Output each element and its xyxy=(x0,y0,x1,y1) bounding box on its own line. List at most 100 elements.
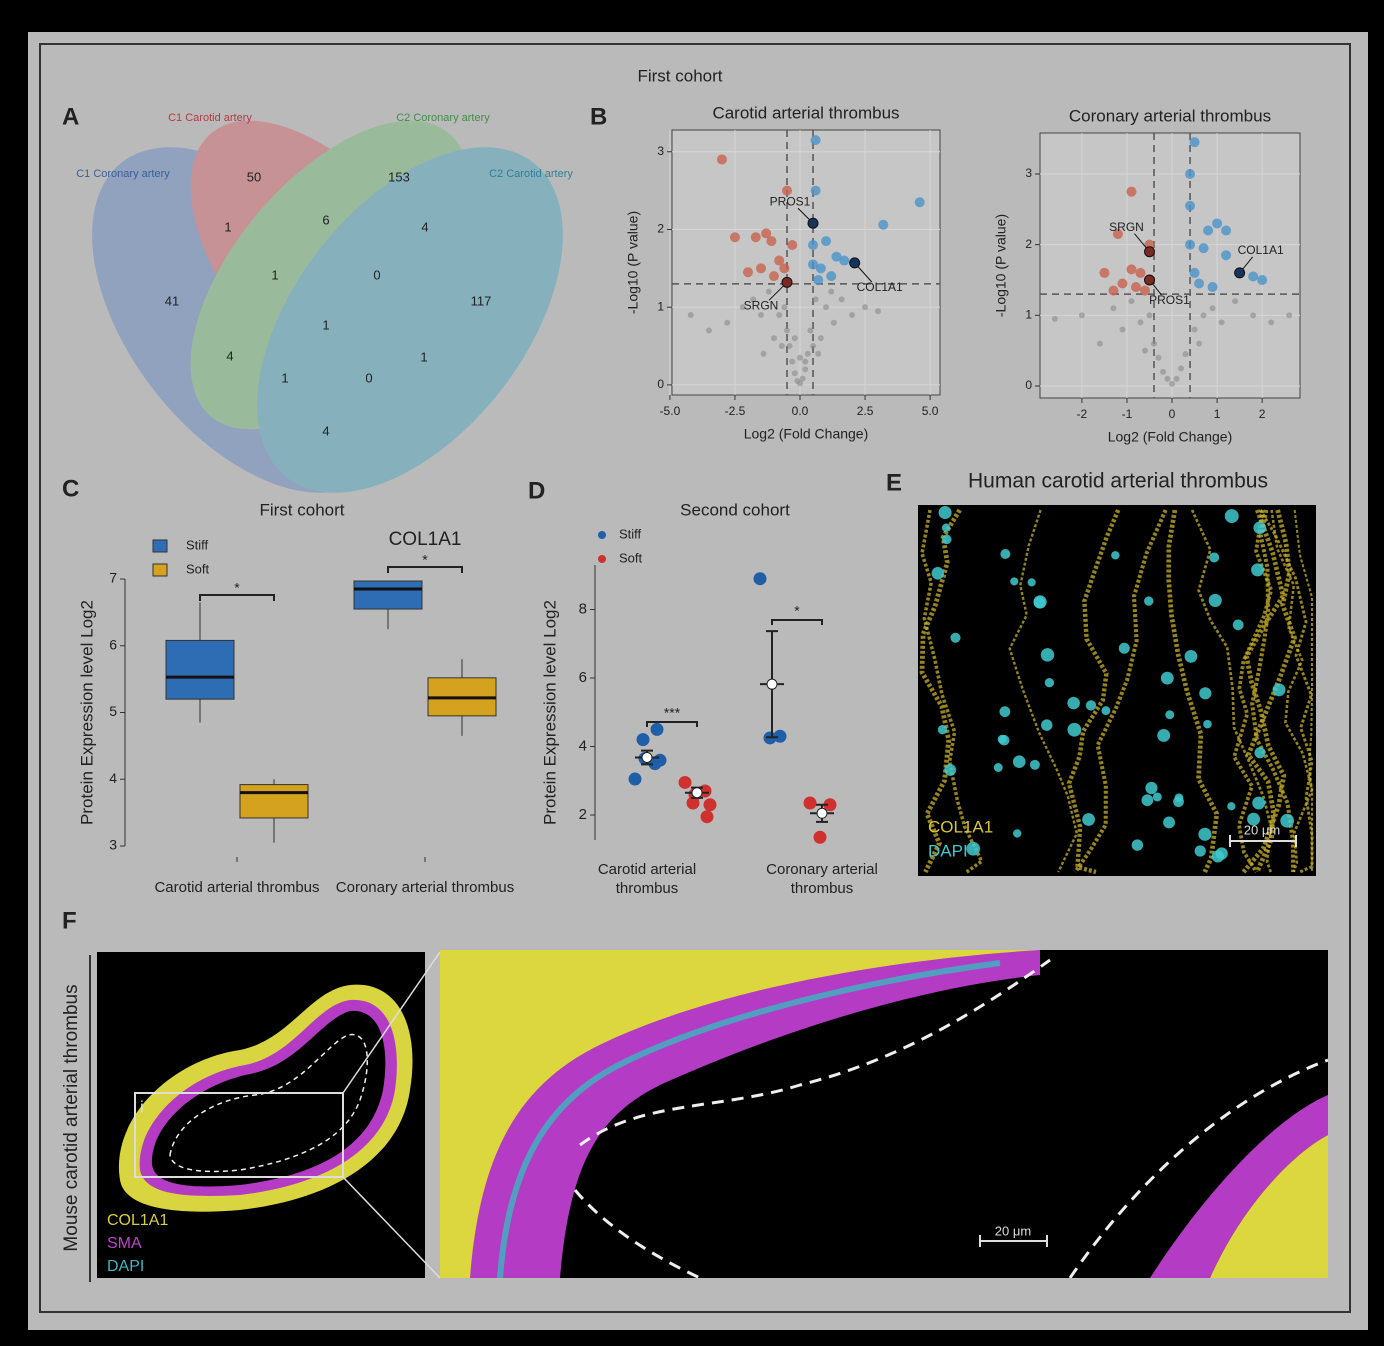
nucleus xyxy=(1280,813,1295,828)
x-tick-label: -2.5 xyxy=(725,404,746,418)
image-content xyxy=(440,950,1328,1278)
legend-label: Soft xyxy=(619,550,643,565)
point xyxy=(760,350,767,357)
point xyxy=(1160,368,1167,375)
nucleus xyxy=(938,506,952,520)
y-tick-label: 1 xyxy=(657,299,664,313)
nucleus xyxy=(941,534,952,545)
venn-count: 153 xyxy=(388,169,410,184)
venn-set-label: C2 Coronary artery xyxy=(396,112,490,124)
point xyxy=(678,775,692,789)
y-tick-label: 2 xyxy=(657,222,664,236)
nucleus xyxy=(1029,759,1040,770)
y-tick-label: 1 xyxy=(1025,307,1032,321)
nucleus xyxy=(1184,650,1198,663)
outline xyxy=(579,958,1051,1147)
collagen-fiber xyxy=(920,509,984,874)
significance-bracket xyxy=(199,594,275,601)
x-tick-label: Coronary arterial thrombus xyxy=(766,861,878,897)
nucleus xyxy=(941,523,951,533)
nucleus xyxy=(1160,671,1174,685)
venn-count: 0 xyxy=(373,267,380,282)
point xyxy=(1051,315,1058,322)
point xyxy=(768,271,779,282)
venn-count: 1 xyxy=(271,267,278,282)
point xyxy=(1189,267,1200,278)
nucleus xyxy=(1211,850,1224,863)
point xyxy=(802,366,809,373)
point xyxy=(1194,278,1205,289)
point xyxy=(1182,351,1189,358)
significance-bracket xyxy=(771,619,823,625)
zoom-lines xyxy=(342,951,441,1279)
stain-label: DAPI xyxy=(928,841,968,860)
venn-count: 6 xyxy=(322,212,329,227)
collagen-fiber xyxy=(1259,509,1314,874)
panel-letter: A xyxy=(62,103,79,130)
venn-set-label: C1 Carotid artery xyxy=(168,112,252,124)
point xyxy=(1198,243,1209,254)
point xyxy=(810,185,821,196)
point xyxy=(1185,239,1196,250)
nucleus xyxy=(1010,577,1019,586)
venn-count: 1 xyxy=(224,219,231,234)
point xyxy=(703,798,717,812)
chart-subtitle: COL1A1 xyxy=(389,529,462,550)
point xyxy=(787,240,798,251)
tissue xyxy=(1150,1095,1328,1278)
nuclei xyxy=(497,960,1001,1278)
collagen-fiber xyxy=(1232,509,1274,874)
point xyxy=(700,810,714,824)
error-caps xyxy=(766,630,778,739)
nucleus xyxy=(999,706,1011,718)
nucleus xyxy=(1033,596,1046,609)
point xyxy=(815,350,822,357)
point-label: PROS1 xyxy=(770,194,811,208)
x-axis-label: Log2 (Fold Change) xyxy=(1108,429,1233,445)
scale-bar-label: 20 μm xyxy=(995,1223,1031,1238)
point xyxy=(815,263,826,274)
venn xyxy=(92,120,563,493)
point xyxy=(1151,340,1158,347)
point xyxy=(753,572,767,586)
image-content xyxy=(919,506,1314,875)
point xyxy=(826,271,837,282)
y-tick-label: 4 xyxy=(109,770,117,786)
nucleus xyxy=(1101,706,1111,716)
nucleus xyxy=(1227,802,1236,811)
nucleus xyxy=(1232,619,1244,631)
point xyxy=(1207,282,1218,293)
point xyxy=(791,370,798,377)
point xyxy=(799,375,806,382)
point xyxy=(786,343,793,350)
point xyxy=(1218,319,1225,326)
point xyxy=(784,327,791,334)
point xyxy=(729,232,740,243)
nucleus xyxy=(1165,710,1175,720)
nucleus xyxy=(1254,747,1266,759)
y-axis-label: -Log10 (P value) xyxy=(625,211,641,314)
nucleus xyxy=(937,725,948,735)
point xyxy=(1286,312,1293,319)
nucleus xyxy=(1044,678,1055,688)
x-axis-label: Log2 (Fold Change) xyxy=(744,426,869,442)
x-tick-label: 2.5 xyxy=(857,404,874,418)
significance-label: *** xyxy=(664,705,681,721)
nucleus xyxy=(1067,696,1080,710)
nucleus xyxy=(1027,578,1036,587)
point xyxy=(782,185,793,196)
highlight-point xyxy=(849,257,861,269)
point xyxy=(817,335,824,342)
y-tick-label: 7 xyxy=(109,570,117,586)
outline xyxy=(1068,1058,1328,1278)
nucleus xyxy=(1131,839,1144,851)
venn-count: 4 xyxy=(226,348,233,363)
nucleus xyxy=(1013,829,1022,838)
point xyxy=(810,343,817,350)
point xyxy=(1212,218,1223,229)
x-tick-label: -1 xyxy=(1122,407,1133,421)
point xyxy=(770,335,777,342)
point xyxy=(781,304,788,311)
venn-count: 50 xyxy=(247,169,261,184)
point xyxy=(789,358,796,365)
